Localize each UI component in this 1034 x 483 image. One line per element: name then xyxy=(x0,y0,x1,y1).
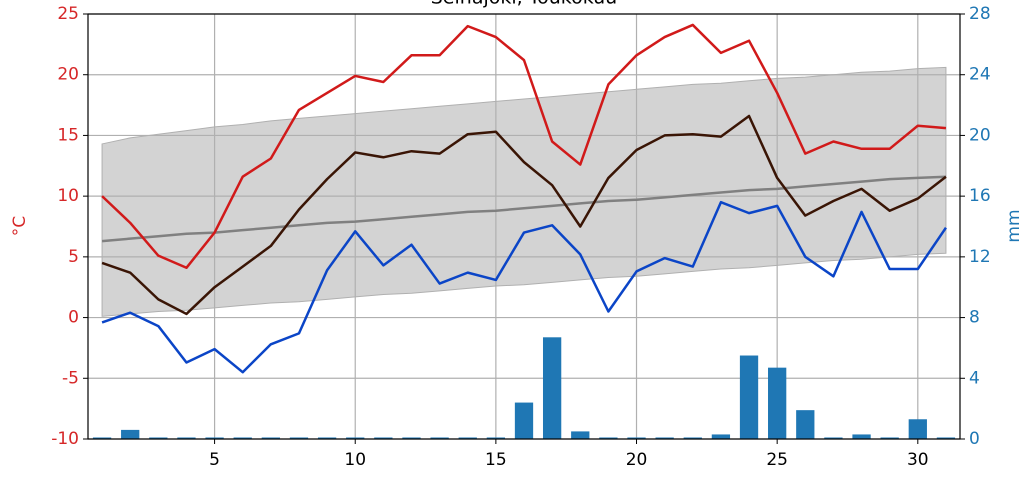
precip-bar xyxy=(149,437,168,439)
y-tick-label: 25 xyxy=(57,4,79,24)
precip-bar xyxy=(486,437,506,439)
precip-bar xyxy=(627,437,646,439)
x-tick-label: 5 xyxy=(209,450,220,470)
precip-bar xyxy=(205,437,224,439)
precip-bar xyxy=(430,437,449,439)
x-tick-label: 30 xyxy=(907,450,929,470)
precip-bar xyxy=(852,434,871,439)
x-tick-label: 15 xyxy=(485,450,507,470)
precip-bar xyxy=(514,402,534,439)
temperature-line xyxy=(101,200,947,374)
y2-tick-label: 20 xyxy=(969,125,991,145)
precip-bar xyxy=(599,437,618,439)
y-tick-label: -10 xyxy=(51,429,79,449)
precip-bar xyxy=(402,437,421,439)
normal-range-band xyxy=(101,66,947,317)
precip-bar xyxy=(711,434,731,439)
precip-bar xyxy=(542,337,562,439)
temperature-line xyxy=(101,175,946,243)
y-tick-label: 20 xyxy=(57,65,79,85)
y2-tick-label: 12 xyxy=(969,247,991,267)
precip-bar xyxy=(768,367,787,439)
precip-bar xyxy=(177,437,196,439)
precip-bar xyxy=(317,437,337,439)
temperature-line xyxy=(101,23,947,270)
precip-bar xyxy=(739,355,759,439)
precip-bar xyxy=(121,429,140,439)
precip-bar xyxy=(880,437,899,439)
precip-bar xyxy=(458,437,477,439)
plot-frame xyxy=(87,13,961,440)
y2-axis-label: mm xyxy=(1004,209,1024,242)
y-tick-label: 0 xyxy=(68,308,79,328)
y2-tick-label: 16 xyxy=(969,186,991,206)
precip-bar xyxy=(655,437,674,439)
precip-bar xyxy=(261,437,280,439)
precip-bar xyxy=(346,437,365,439)
y-tick-label: 15 xyxy=(57,125,79,145)
x-tick-label: 20 xyxy=(626,450,648,470)
y2-tick-label: 24 xyxy=(969,65,991,85)
y2-tick-label: 8 xyxy=(969,308,980,328)
y2-tick-label: 0 xyxy=(969,429,980,449)
temperature-line xyxy=(101,114,947,316)
precip-bar xyxy=(92,437,112,439)
y-axis-label: °C xyxy=(10,216,30,236)
precip-bar xyxy=(374,437,393,439)
y2-tick-label: 4 xyxy=(969,368,980,388)
precip-bar xyxy=(824,437,843,439)
y-tick-label: -5 xyxy=(62,368,79,388)
y2-tick-label: 28 xyxy=(969,4,991,24)
precip-bar xyxy=(233,437,252,439)
x-tick-label: 25 xyxy=(766,450,788,470)
precip-bar xyxy=(796,410,815,439)
precip-bar xyxy=(908,419,927,439)
y-tick-label: 5 xyxy=(68,247,79,267)
precip-bar xyxy=(571,431,590,439)
y-tick-label: 10 xyxy=(57,186,79,206)
precip-bar xyxy=(683,437,702,439)
precip-bar xyxy=(936,437,956,439)
precip-bar xyxy=(289,437,309,439)
x-tick-label: 10 xyxy=(344,450,366,470)
chart-title: Seinäjoki, Toukokuu xyxy=(431,0,617,9)
